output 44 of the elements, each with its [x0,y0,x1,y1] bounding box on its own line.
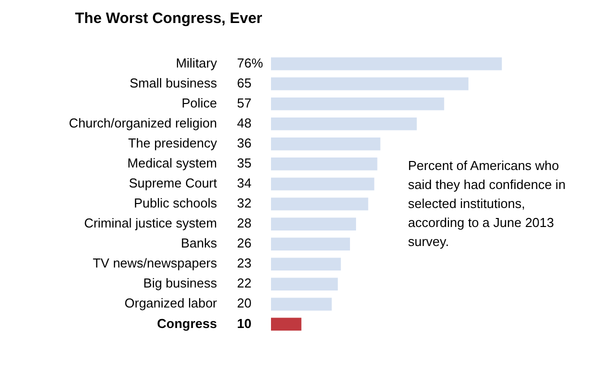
data-label: 34 [237,176,252,191]
y-tick-label: Criminal justice system [84,216,217,231]
y-tick-label: Banks [180,236,218,251]
annotation: Percent of Americans who said they had confidence in selected institutions, according to a June 2013 survey. [408,157,567,251]
data-label: 23 [237,256,252,271]
y-tick-label: Military [176,55,218,70]
chart-title: The Worst Congress, Ever [75,10,262,27]
data-label: 76% [237,55,264,70]
data-label: 22 [237,276,252,291]
bar [271,298,332,311]
data-label: 35 [237,156,252,171]
bar [271,77,468,90]
bar [271,198,368,210]
data-label: 36 [237,136,252,151]
data-label: 20 [237,296,252,311]
y-tick-label: Church/organized religion [68,115,217,130]
y-tick-label: Congress [157,316,217,331]
bar [271,57,502,70]
bar [271,97,444,110]
y-tick-label: Public schools [134,196,218,211]
y-tick-label: Small business [130,75,218,90]
y-tick-label: TV news/newspapers [92,256,218,271]
y-tick-label: Medical system [127,156,217,171]
bar [271,117,417,130]
bar [271,138,380,150]
bar [271,178,374,190]
bar [271,278,338,291]
bar [271,238,350,250]
y-tick-label: The presidency [128,136,218,151]
data-label: 10 [237,316,252,331]
data-label: 26 [237,236,252,251]
y-tick-label: Big business [143,276,218,291]
data-label: 48 [237,115,252,130]
data-label: 28 [237,216,252,231]
data-label: 65 [237,75,252,90]
y-tick-label: Organized labor [124,296,218,311]
data-label: 57 [237,95,252,110]
bar [271,158,378,170]
y-tick-label: Supreme Court [128,176,218,191]
bar [271,318,302,331]
data-label: 32 [237,196,252,211]
bar [271,258,341,271]
bar [271,218,356,230]
y-tick-label: Police [182,95,217,110]
